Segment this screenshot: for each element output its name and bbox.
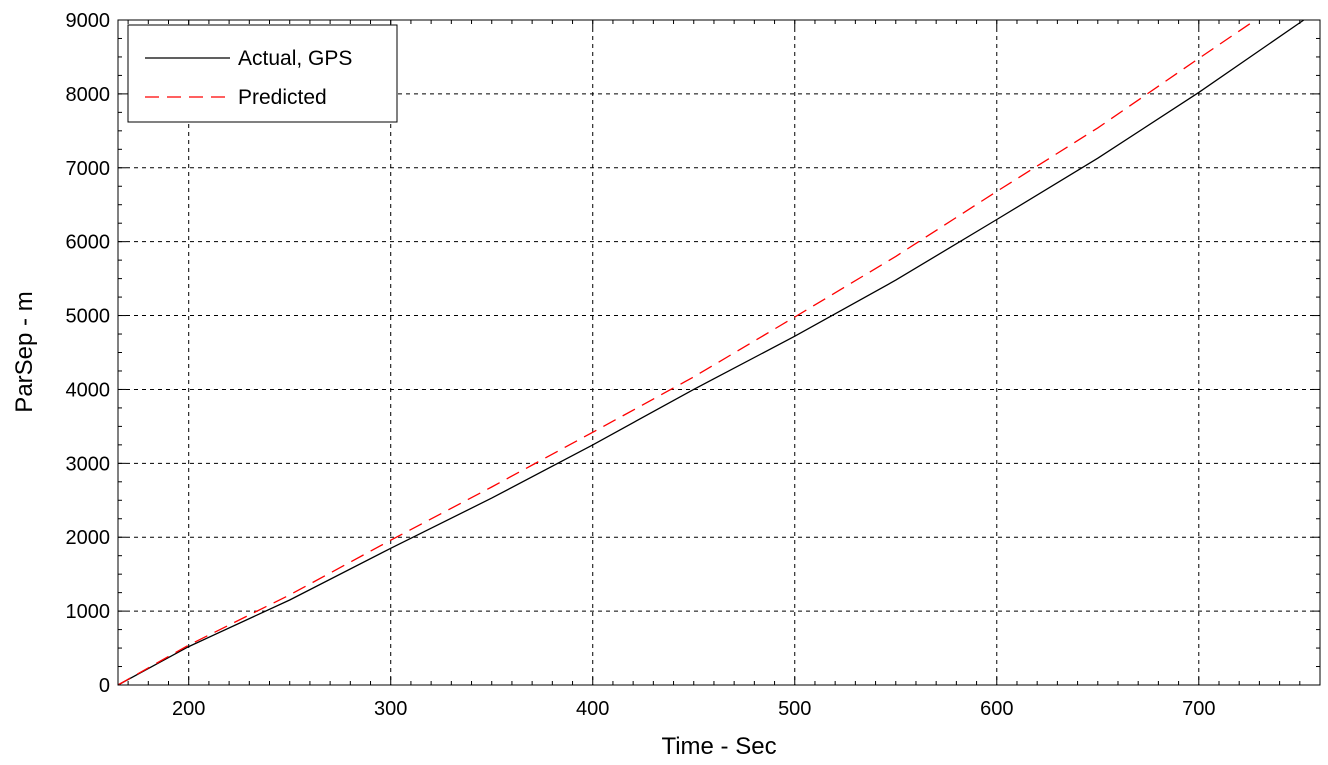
y-axis-label: ParSep - m (11, 291, 38, 412)
y-tick-labels: 0 1000 2000 3000 4000 5000 6000 7000 8000 9000 (66, 10, 111, 697)
legend: Actual, GPS Predicted (127, 24, 398, 123)
y-tick-label: 9000 (66, 10, 111, 32)
y-tick-label: 4000 (66, 379, 111, 401)
x-axis-label: Time - Sec (661, 733, 776, 760)
tick-marks (118, 19, 1321, 686)
legend-box (127, 24, 398, 123)
legend-label-predicted: Predicted (238, 86, 327, 109)
x-tick-label: 400 (576, 698, 609, 720)
y-tick-label: 8000 (66, 84, 111, 106)
y-tick-label: 1000 (66, 601, 111, 623)
grid (118, 20, 1320, 685)
y-tick-label: 7000 (66, 158, 111, 180)
x-tick-label: 200 (172, 698, 205, 720)
series-line-predicted (117, 19, 1256, 686)
y-tick-label: 0 (99, 675, 110, 697)
x-tick-label: 600 (980, 698, 1013, 720)
y-tick-label: 2000 (66, 527, 111, 549)
legend-label-actual-gps: Actual, GPS (238, 47, 352, 70)
y-tick-label: 5000 (66, 306, 111, 328)
series-lines (117, 19, 1305, 686)
x-tick-label: 500 (778, 698, 811, 720)
y-tick-label: 6000 (66, 232, 111, 254)
y-tick-label: 3000 (66, 453, 111, 475)
x-tick-labels: 200 300 400 500 600 700 (172, 698, 1215, 720)
series-line-actual-gps (117, 19, 1305, 686)
x-tick-label: 700 (1182, 698, 1215, 720)
x-tick-label: 300 (374, 698, 407, 720)
plot-frame (117, 19, 1321, 686)
